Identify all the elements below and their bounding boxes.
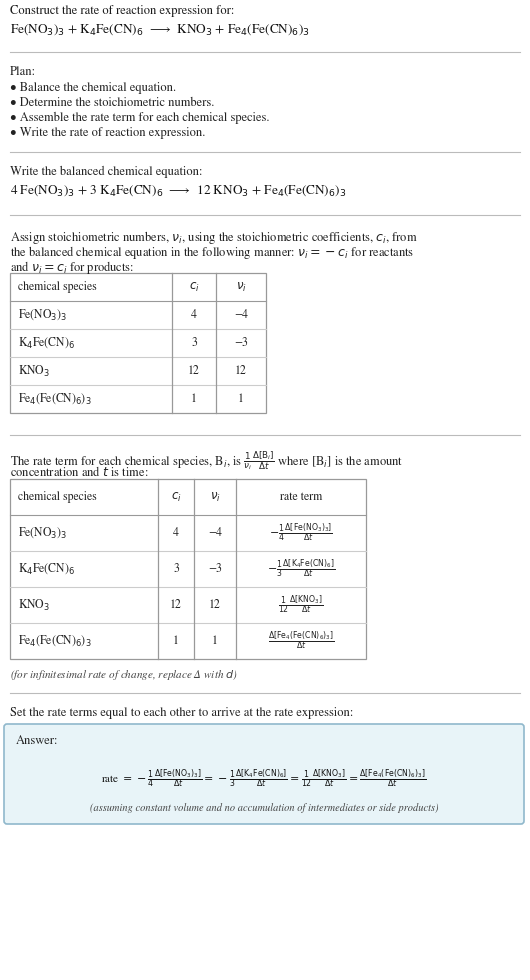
Text: • Assemble the rate term for each chemical species.: • Assemble the rate term for each chemic… bbox=[10, 112, 269, 124]
Text: chemical species: chemical species bbox=[18, 281, 97, 293]
Text: The rate term for each chemical species, B$_i$, is $\frac{1}{\nu_i}\frac{\Delta[: The rate term for each chemical species,… bbox=[10, 449, 403, 471]
Text: 4 Fe(NO$_3$)$_3$ + 3 K$_4$Fe(CN)$_6$  ⟶  12 KNO$_3$ + Fe$_4$(Fe(CN)$_6$)$_3$: 4 Fe(NO$_3$)$_3$ + 3 K$_4$Fe(CN)$_6$ ⟶ 1… bbox=[10, 183, 346, 198]
Text: Write the balanced chemical equation:: Write the balanced chemical equation: bbox=[10, 166, 202, 178]
Text: $-\frac{1}{3}\frac{\Delta[\mathrm{K_4Fe(CN)_6}]}{\Delta t}$: $-\frac{1}{3}\frac{\Delta[\mathrm{K_4Fe(… bbox=[267, 558, 335, 580]
Text: chemical species: chemical species bbox=[18, 491, 97, 503]
Text: Plan:: Plan: bbox=[10, 66, 36, 77]
Text: Fe(NO$_3$)$_3$ + K$_4$Fe(CN)$_6$  ⟶  KNO$_3$ + Fe$_4$(Fe(CN)$_6$)$_3$: Fe(NO$_3$)$_3$ + K$_4$Fe(CN)$_6$ ⟶ KNO$_… bbox=[10, 22, 310, 36]
Text: rate $= -\frac{1}{4}\frac{\Delta[\mathrm{Fe(NO_3)_3}]}{\Delta t} = -\frac{1}{3}\: rate $= -\frac{1}{4}\frac{\Delta[\mathrm… bbox=[101, 767, 427, 791]
Text: 4: 4 bbox=[191, 309, 197, 320]
Text: −3: −3 bbox=[208, 564, 222, 575]
Text: 1: 1 bbox=[173, 635, 179, 647]
Text: −4: −4 bbox=[208, 527, 222, 539]
Text: Construct the rate of reaction expression for:: Construct the rate of reaction expressio… bbox=[10, 5, 234, 17]
Text: Fe(NO$_3$)$_3$: Fe(NO$_3$)$_3$ bbox=[18, 525, 67, 540]
Text: (assuming constant volume and no accumulation of intermediates or side products): (assuming constant volume and no accumul… bbox=[90, 803, 438, 813]
Text: $\frac{\Delta[\mathrm{Fe_4(Fe(CN)_6)_3}]}{\Delta t}$: $\frac{\Delta[\mathrm{Fe_4(Fe(CN)_6)_3}]… bbox=[268, 629, 334, 653]
Text: K$_4$Fe(CN)$_6$: K$_4$Fe(CN)$_6$ bbox=[18, 336, 75, 350]
Text: 3: 3 bbox=[173, 564, 179, 575]
Text: 4: 4 bbox=[173, 527, 179, 539]
Bar bbox=[10, 273, 266, 413]
Text: KNO$_3$: KNO$_3$ bbox=[18, 598, 50, 612]
Text: • Balance the chemical equation.: • Balance the chemical equation. bbox=[10, 82, 176, 94]
Text: Fe$_4$(Fe(CN)$_6$)$_3$: Fe$_4$(Fe(CN)$_6$)$_3$ bbox=[18, 634, 92, 649]
Text: −3: −3 bbox=[234, 337, 248, 349]
Text: $c_i$: $c_i$ bbox=[189, 280, 199, 294]
Text: Answer:: Answer: bbox=[16, 735, 58, 747]
Text: 1: 1 bbox=[191, 393, 197, 405]
Text: 12: 12 bbox=[170, 599, 182, 611]
Text: 12: 12 bbox=[188, 366, 200, 377]
Text: (for infinitesimal rate of change, replace Δ with $d$): (for infinitesimal rate of change, repla… bbox=[10, 669, 238, 682]
Text: Fe(NO$_3$)$_3$: Fe(NO$_3$)$_3$ bbox=[18, 308, 67, 322]
Bar bbox=[10, 479, 366, 659]
Text: • Determine the stoichiometric numbers.: • Determine the stoichiometric numbers. bbox=[10, 97, 214, 109]
Text: 12: 12 bbox=[235, 366, 247, 377]
Text: 3: 3 bbox=[191, 337, 197, 349]
Text: −4: −4 bbox=[234, 309, 248, 320]
Text: the balanced chemical equation in the following manner: $\nu_i = -c_i$ for react: the balanced chemical equation in the fo… bbox=[10, 244, 414, 261]
Text: 1: 1 bbox=[238, 393, 244, 405]
Text: Assign stoichiometric numbers, $\nu_i$, using the stoichiometric coefficients, $: Assign stoichiometric numbers, $\nu_i$, … bbox=[10, 229, 418, 246]
Text: $-\frac{1}{4}\frac{\Delta[\mathrm{Fe(NO_3)_3}]}{\Delta t}$: $-\frac{1}{4}\frac{\Delta[\mathrm{Fe(NO_… bbox=[269, 521, 333, 545]
Text: • Write the rate of reaction expression.: • Write the rate of reaction expression. bbox=[10, 127, 206, 139]
Text: and $\nu_i = c_i$ for products:: and $\nu_i = c_i$ for products: bbox=[10, 259, 134, 276]
Text: $\frac{1}{12}\frac{\Delta[\mathrm{KNO_3}]}{\Delta t}$: $\frac{1}{12}\frac{\Delta[\mathrm{KNO_3}… bbox=[278, 594, 324, 616]
Text: concentration and $t$ is time:: concentration and $t$ is time: bbox=[10, 465, 148, 479]
Text: 1: 1 bbox=[212, 635, 218, 647]
Text: KNO$_3$: KNO$_3$ bbox=[18, 364, 50, 378]
FancyBboxPatch shape bbox=[4, 724, 524, 824]
Text: $c_i$: $c_i$ bbox=[171, 490, 181, 504]
Text: Fe$_4$(Fe(CN)$_6$)$_3$: Fe$_4$(Fe(CN)$_6$)$_3$ bbox=[18, 392, 92, 407]
Text: K$_4$Fe(CN)$_6$: K$_4$Fe(CN)$_6$ bbox=[18, 562, 75, 576]
Text: $\nu_i$: $\nu_i$ bbox=[236, 280, 246, 294]
Text: Set the rate terms equal to each other to arrive at the rate expression:: Set the rate terms equal to each other t… bbox=[10, 707, 354, 719]
Text: $\nu_i$: $\nu_i$ bbox=[209, 490, 220, 504]
Text: 12: 12 bbox=[209, 599, 221, 611]
Text: rate term: rate term bbox=[280, 491, 322, 503]
